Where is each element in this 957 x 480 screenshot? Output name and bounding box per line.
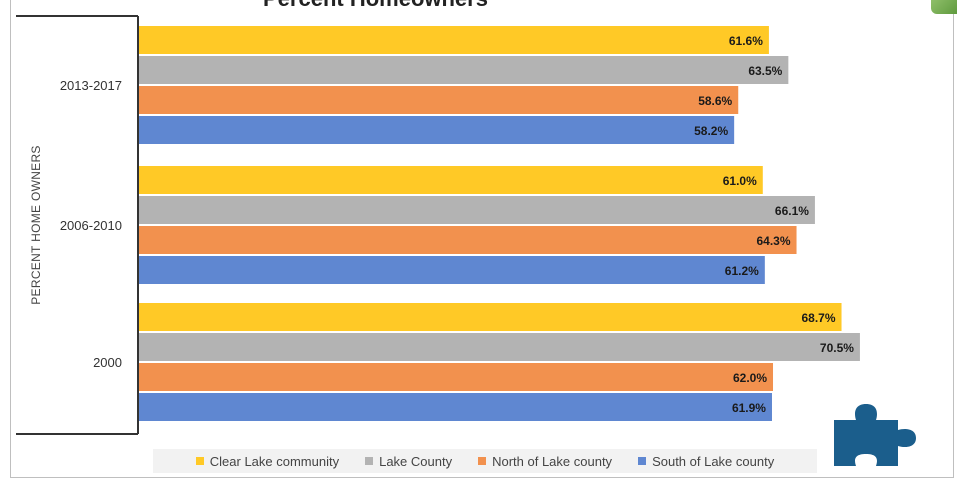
legend-label: North of Lake county xyxy=(492,453,613,469)
data-label: 68.7% xyxy=(801,311,835,325)
data-label: 61.9% xyxy=(732,401,766,415)
category-label: 2006-2010 xyxy=(60,218,122,233)
category-label: 2000 xyxy=(93,355,122,370)
corner-photo-thumbnail xyxy=(931,0,957,14)
data-label: 70.5% xyxy=(820,341,854,355)
legend-swatch xyxy=(478,457,487,465)
chart-frame xyxy=(10,0,954,478)
category-label: 2013-2017 xyxy=(60,78,122,93)
bar xyxy=(139,116,735,144)
bar xyxy=(139,86,739,114)
legend-item: Lake County xyxy=(365,454,452,469)
data-label: 64.3% xyxy=(757,234,791,248)
data-label: 62.0% xyxy=(733,371,767,385)
data-label: 58.6% xyxy=(698,94,732,108)
legend-label: South of Lake county xyxy=(652,453,775,469)
legend-item: North of Lake county xyxy=(478,454,612,469)
legend-item: Clear Lake community xyxy=(195,453,340,469)
chart-title: Percent Homeowners xyxy=(263,0,488,12)
legend-swatch xyxy=(195,457,204,465)
bar xyxy=(139,56,789,84)
bar xyxy=(139,303,842,331)
bar xyxy=(139,196,815,224)
legend-label: Clear Lake community xyxy=(209,453,340,469)
bar xyxy=(139,333,860,361)
data-label: 63.5% xyxy=(748,64,782,78)
legend-label: Lake County xyxy=(379,453,453,469)
puzzle-piece-icon xyxy=(834,404,916,466)
data-label: 58.2% xyxy=(694,124,728,138)
bar xyxy=(139,166,763,194)
bar xyxy=(139,26,769,54)
bar xyxy=(139,256,765,284)
legend-swatch xyxy=(638,457,647,465)
legend: Clear Lake community Lake County North of … xyxy=(153,449,817,473)
bar xyxy=(139,393,772,421)
data-label: 61.0% xyxy=(723,174,757,188)
data-label: 66.1% xyxy=(775,204,809,218)
legend-item: South of Lake county xyxy=(638,454,774,469)
legend-swatch xyxy=(365,457,374,465)
data-label: 61.6% xyxy=(729,34,763,48)
bar xyxy=(139,363,774,391)
bar xyxy=(139,226,797,254)
data-label: 61.2% xyxy=(725,264,759,278)
